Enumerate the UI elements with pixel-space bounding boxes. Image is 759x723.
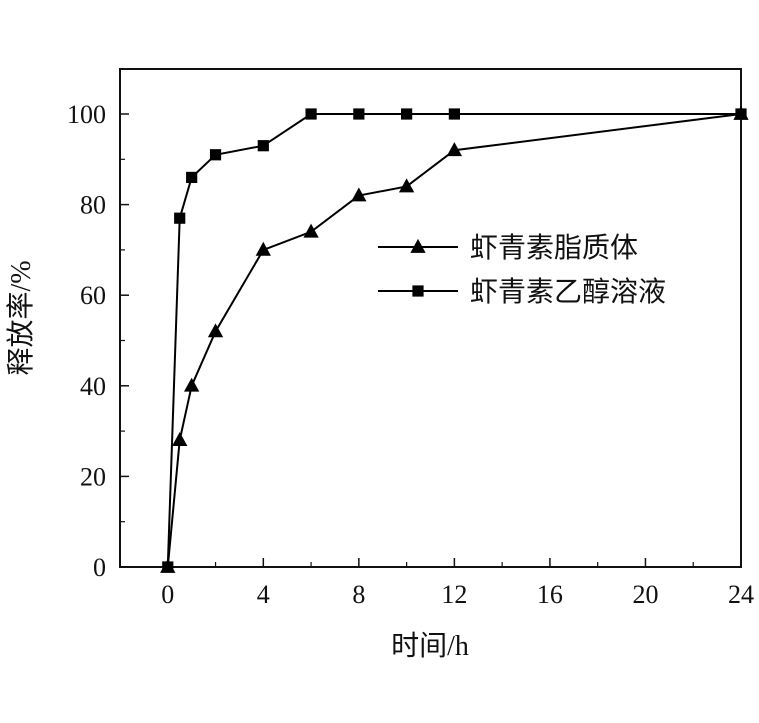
x-tick-label: 16 (537, 580, 563, 609)
data-point-triangle (398, 178, 415, 193)
series-2 (162, 108, 747, 573)
x-tick-label: 4 (257, 580, 270, 609)
data-point-square (401, 108, 413, 120)
series-1 (160, 105, 749, 573)
legend-label: 虾青素脂质体 (470, 232, 638, 264)
data-point-triangle (184, 377, 200, 392)
data-point-square (162, 561, 174, 573)
x-tick-label: 20 (632, 580, 658, 609)
y-axis-title: 释放率/% (5, 260, 37, 375)
data-point-triangle (303, 223, 319, 238)
data-point-triangle (351, 187, 367, 202)
series-line (166, 113, 742, 568)
legend-marker-triangle (410, 238, 426, 253)
y-tick-label: 100 (67, 100, 106, 129)
legend-label: 虾青素乙醇溶液 (470, 276, 666, 308)
data-point-triangle (255, 241, 271, 256)
data-point-square (174, 212, 186, 224)
series-layer (160, 105, 749, 573)
ticks-layer: 0 4 8 12 16 20 24 0 20 40 60 80 100 (67, 100, 754, 609)
data-point-square (448, 108, 460, 120)
data-point-square (735, 108, 747, 120)
y-tick-label: 40 (80, 372, 106, 401)
data-point-triangle (172, 432, 188, 447)
plot-frame (119, 68, 742, 568)
y-tick-label: 80 (80, 191, 106, 220)
data-point-square (257, 140, 269, 152)
y-tick-label: 0 (93, 553, 106, 582)
data-point-square (186, 171, 198, 184)
x-axis-title: 时间/h (391, 630, 469, 662)
data-point-triangle (207, 323, 224, 338)
x-tick-label: 8 (352, 580, 365, 609)
y-tick-label: 20 (80, 462, 106, 491)
x-tick-label: 24 (728, 580, 754, 609)
legend-item-1: 虾青素脂质体 (378, 232, 638, 264)
x-tick-label: 0 (161, 580, 174, 609)
series-line (166, 113, 741, 568)
data-point-triangle (446, 142, 463, 157)
y-tick-label: 60 (80, 281, 106, 310)
data-point-square (353, 108, 365, 120)
data-point-square (209, 149, 222, 161)
data-point-square (305, 108, 317, 120)
legend-item-2: 虾青素乙醇溶液 (378, 276, 666, 308)
legend-marker-square (412, 285, 424, 297)
x-tick-label: 12 (441, 580, 467, 609)
